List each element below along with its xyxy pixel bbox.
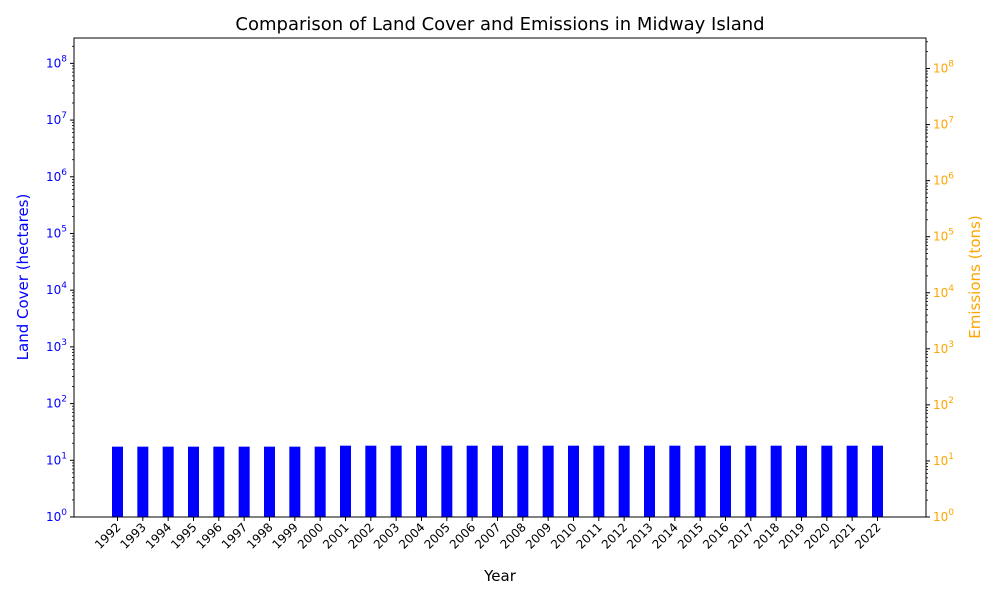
x-tick-label: 1996: [193, 520, 224, 551]
right-tick-label: 100: [933, 508, 954, 524]
x-tick-label: 1997: [219, 520, 250, 551]
x-axis-label: Year: [483, 567, 517, 585]
x-tick-label: 2011: [573, 520, 604, 551]
x-tick-label: 2006: [447, 520, 478, 551]
bar: [314, 446, 326, 517]
x-tick-label: 2002: [345, 520, 376, 551]
x-tick-label: 2010: [548, 520, 579, 551]
right-tick-label: 101: [933, 452, 954, 468]
bar: [618, 445, 630, 517]
bar: [694, 445, 706, 517]
right-tick-label: 104: [933, 284, 954, 300]
bar: [137, 446, 149, 517]
x-tick-label: 2018: [751, 520, 782, 551]
bar: [644, 445, 655, 517]
right-tick-label: 106: [933, 172, 954, 188]
x-tick-label: 2009: [523, 520, 554, 551]
x-tick-label: 2014: [649, 520, 680, 551]
left-tick-label: 103: [46, 338, 67, 354]
right-axis: 100 101 102 103 104 105 106 107 108: [926, 41, 954, 524]
x-tick-label: 1992: [92, 520, 123, 551]
x-tick-label: 2004: [396, 520, 427, 551]
x-tick-label: 2012: [599, 520, 630, 551]
bar: [340, 445, 351, 517]
bar: [492, 445, 503, 517]
right-tick-label: 108: [933, 60, 954, 76]
left-tick-label: 108: [46, 54, 67, 70]
bar: [365, 445, 377, 517]
x-tick-label: 2017: [725, 520, 756, 551]
x-tick-label: 2008: [497, 520, 528, 551]
bars-group: [112, 445, 883, 517]
left-tick-label: 107: [46, 111, 67, 127]
bar: [846, 445, 858, 517]
bar: [416, 445, 427, 517]
left-axis-label: Land Cover (hectares): [14, 194, 32, 361]
x-tick-label: 2013: [624, 520, 655, 551]
x-tick-label: 1999: [269, 520, 300, 551]
x-tick-label: 2022: [852, 520, 883, 551]
x-tick-label: 2003: [371, 520, 402, 551]
left-tick-label: 106: [46, 168, 67, 184]
bar: [517, 445, 529, 517]
x-tick-label: 2019: [776, 520, 807, 551]
bar: [213, 446, 225, 517]
bar: [720, 445, 731, 517]
x-tick-label: 2007: [472, 520, 503, 551]
x-tick-label: 1993: [117, 520, 148, 551]
bar: [466, 445, 478, 517]
bar: [238, 446, 250, 517]
x-axis: 1992199319941995199619971998199920002001…: [92, 517, 884, 552]
x-tick-label: 2005: [421, 520, 452, 551]
bar: [112, 446, 123, 517]
bar: [390, 445, 402, 517]
right-tick-label: 103: [933, 340, 954, 356]
right-axis-label: Emissions (tons): [966, 215, 984, 338]
bar: [821, 445, 833, 517]
bar: [872, 445, 883, 517]
bar: [542, 445, 554, 517]
bar: [796, 445, 807, 517]
x-tick-label: 2021: [827, 520, 858, 551]
left-axis: 100 101 102 103 104 105 106 107 108: [46, 45, 74, 524]
bar: [745, 445, 757, 517]
bar: [593, 445, 605, 517]
bar: [770, 445, 782, 517]
x-tick-label: 2001: [320, 520, 351, 551]
right-tick-label: 107: [933, 116, 954, 132]
x-tick-label: 2016: [700, 520, 731, 551]
bar: [188, 446, 199, 517]
x-tick-label: 1994: [143, 520, 174, 551]
plot-frame: [73, 37, 927, 518]
right-tick-label: 105: [933, 228, 954, 244]
right-tick-label: 102: [933, 396, 954, 412]
x-tick-label: 2015: [675, 520, 706, 551]
left-tick-label: 100: [46, 508, 67, 524]
x-tick-label: 2000: [295, 520, 326, 551]
bar: [162, 446, 174, 517]
bar: [264, 446, 275, 517]
bar: [289, 446, 301, 517]
bar: [568, 445, 579, 517]
left-tick-label: 101: [46, 451, 67, 467]
left-tick-label: 102: [46, 395, 67, 411]
x-tick-label: 1995: [168, 520, 199, 551]
bar: [669, 445, 681, 517]
left-tick-label: 104: [46, 281, 67, 297]
x-tick-label: 2020: [801, 520, 832, 551]
left-tick-label: 105: [46, 224, 67, 240]
chart-title: Comparison of Land Cover and Emissions i…: [235, 14, 764, 35]
bar: [441, 445, 453, 517]
x-tick-label: 1998: [244, 520, 275, 551]
